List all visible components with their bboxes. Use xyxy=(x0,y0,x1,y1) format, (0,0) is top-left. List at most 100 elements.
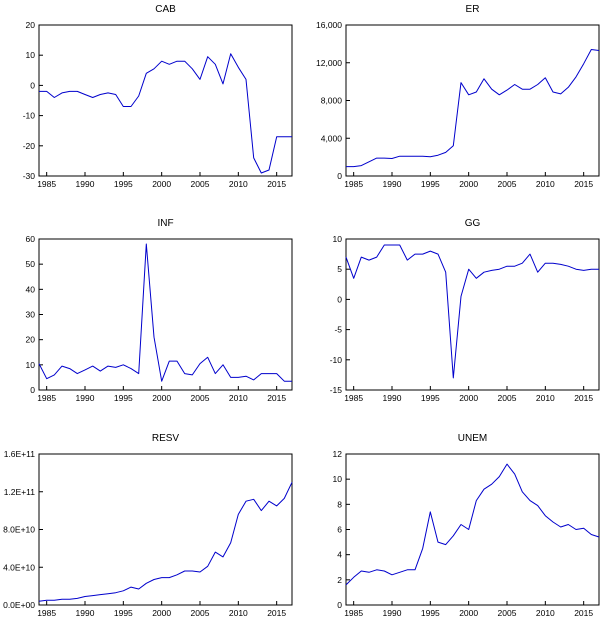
y-tick-label: -10 xyxy=(330,355,343,365)
y-tick-label: 60 xyxy=(26,234,36,244)
x-tick-label: 1985 xyxy=(37,608,56,618)
y-tick-label: 10 xyxy=(26,50,36,60)
y-tick-label: 0 xyxy=(30,80,35,90)
y-tick-label: 8,000 xyxy=(321,96,343,106)
x-tick-label: 1990 xyxy=(383,608,402,618)
x-tick-label: 2010 xyxy=(229,608,248,618)
y-tick-label: -5 xyxy=(334,325,342,335)
x-tick-label: 1995 xyxy=(421,393,440,403)
x-tick-label: 1985 xyxy=(344,393,363,403)
x-tick-label: 1990 xyxy=(76,608,95,618)
y-tick-label: 4.0E+10 xyxy=(3,562,35,572)
x-tick-label: 2015 xyxy=(267,393,286,403)
y-tick-label: 4,000 xyxy=(321,133,343,143)
panel-title: GG xyxy=(465,218,481,229)
y-tick-label: 10 xyxy=(333,234,343,244)
y-tick-label: 4 xyxy=(337,550,342,560)
y-tick-label: 0 xyxy=(337,171,342,181)
y-tick-label: 0 xyxy=(337,600,342,610)
series-line xyxy=(38,482,293,602)
panel-title: RESV xyxy=(152,433,180,444)
y-tick-label: 10 xyxy=(333,474,343,484)
y-tick-label: 12 xyxy=(333,449,343,459)
x-tick-label: 2000 xyxy=(152,179,171,189)
y-tick-label: 2 xyxy=(337,575,342,585)
y-tick-label: 30 xyxy=(26,310,36,320)
x-tick-label: 2010 xyxy=(536,393,555,403)
x-tick-label: 2005 xyxy=(498,608,517,618)
x-tick-label: 1990 xyxy=(383,393,402,403)
y-tick-label: 6 xyxy=(337,525,342,535)
plot-frame xyxy=(38,238,293,391)
y-tick-label: 10 xyxy=(26,360,36,370)
x-tick-label: 2005 xyxy=(191,393,210,403)
x-tick-label: 2010 xyxy=(229,179,248,189)
series-line xyxy=(346,49,600,168)
x-tick-label: 1985 xyxy=(344,179,363,189)
x-tick-label: 2000 xyxy=(459,608,478,618)
x-tick-label: 1985 xyxy=(37,179,56,189)
x-tick-label: 2010 xyxy=(229,393,248,403)
x-tick-label: 1990 xyxy=(76,179,95,189)
y-tick-label: 40 xyxy=(26,284,36,294)
y-tick-label: 50 xyxy=(26,259,36,269)
y-tick-label: -15 xyxy=(330,385,343,395)
y-tick-label: 1.2E+11 xyxy=(4,487,36,497)
y-tick-label: 0.0E+00 xyxy=(3,600,35,610)
x-tick-label: 2000 xyxy=(152,393,171,403)
x-tick-label: 2005 xyxy=(191,179,210,189)
y-tick-label: -10 xyxy=(23,111,36,121)
panel-title: INF xyxy=(157,218,173,229)
panel-title: ER xyxy=(466,4,480,15)
y-tick-label: 20 xyxy=(26,20,36,30)
x-tick-label: 2015 xyxy=(574,393,593,403)
plot-frame xyxy=(38,24,293,177)
y-tick-label: 5 xyxy=(337,264,342,274)
plot-frame xyxy=(345,238,600,391)
x-tick-label: 1990 xyxy=(383,179,402,189)
y-tick-label: 12,000 xyxy=(316,58,342,68)
x-tick-label: 2015 xyxy=(267,608,286,618)
x-tick-label: 2000 xyxy=(459,393,478,403)
y-tick-label: -30 xyxy=(23,171,36,181)
x-tick-label: 1990 xyxy=(76,393,95,403)
x-tick-label: 1995 xyxy=(114,608,133,618)
y-tick-label: 1.6E+11 xyxy=(4,449,36,459)
x-tick-label: 2005 xyxy=(498,179,517,189)
x-tick-label: 1985 xyxy=(37,393,56,403)
x-tick-label: 2000 xyxy=(152,608,171,618)
series-line xyxy=(345,463,600,586)
x-tick-label: 2015 xyxy=(267,179,286,189)
x-tick-label: 2015 xyxy=(574,179,593,189)
panel-resv: RESV1.6E+111.2E+118.0E+104.0E+100.0E+001… xyxy=(3,433,293,618)
x-tick-label: 1995 xyxy=(421,608,440,618)
panel-title: UNEM xyxy=(458,433,487,444)
panel-title: CAB xyxy=(155,4,176,15)
y-tick-label: 20 xyxy=(26,335,36,345)
x-tick-label: 1995 xyxy=(114,179,133,189)
x-tick-label: 1985 xyxy=(344,608,363,618)
y-tick-label: 0 xyxy=(337,294,342,304)
x-tick-label: 2005 xyxy=(191,608,210,618)
x-tick-label: 2010 xyxy=(536,608,555,618)
x-tick-label: 1995 xyxy=(421,179,440,189)
series-line xyxy=(345,244,599,379)
plot-frame xyxy=(345,24,600,177)
x-tick-label: 2000 xyxy=(459,179,478,189)
x-tick-label: 2010 xyxy=(536,179,555,189)
y-tick-label: 0 xyxy=(30,385,35,395)
x-tick-label: 2015 xyxy=(574,608,593,618)
series-line xyxy=(39,53,292,174)
y-tick-label: 16,000 xyxy=(316,20,342,30)
y-tick-label: 8 xyxy=(337,499,342,509)
x-tick-label: 2005 xyxy=(498,393,517,403)
series-line xyxy=(38,243,292,382)
plot-frame xyxy=(38,453,293,606)
y-tick-label: -20 xyxy=(23,141,36,151)
x-tick-label: 1995 xyxy=(114,393,133,403)
